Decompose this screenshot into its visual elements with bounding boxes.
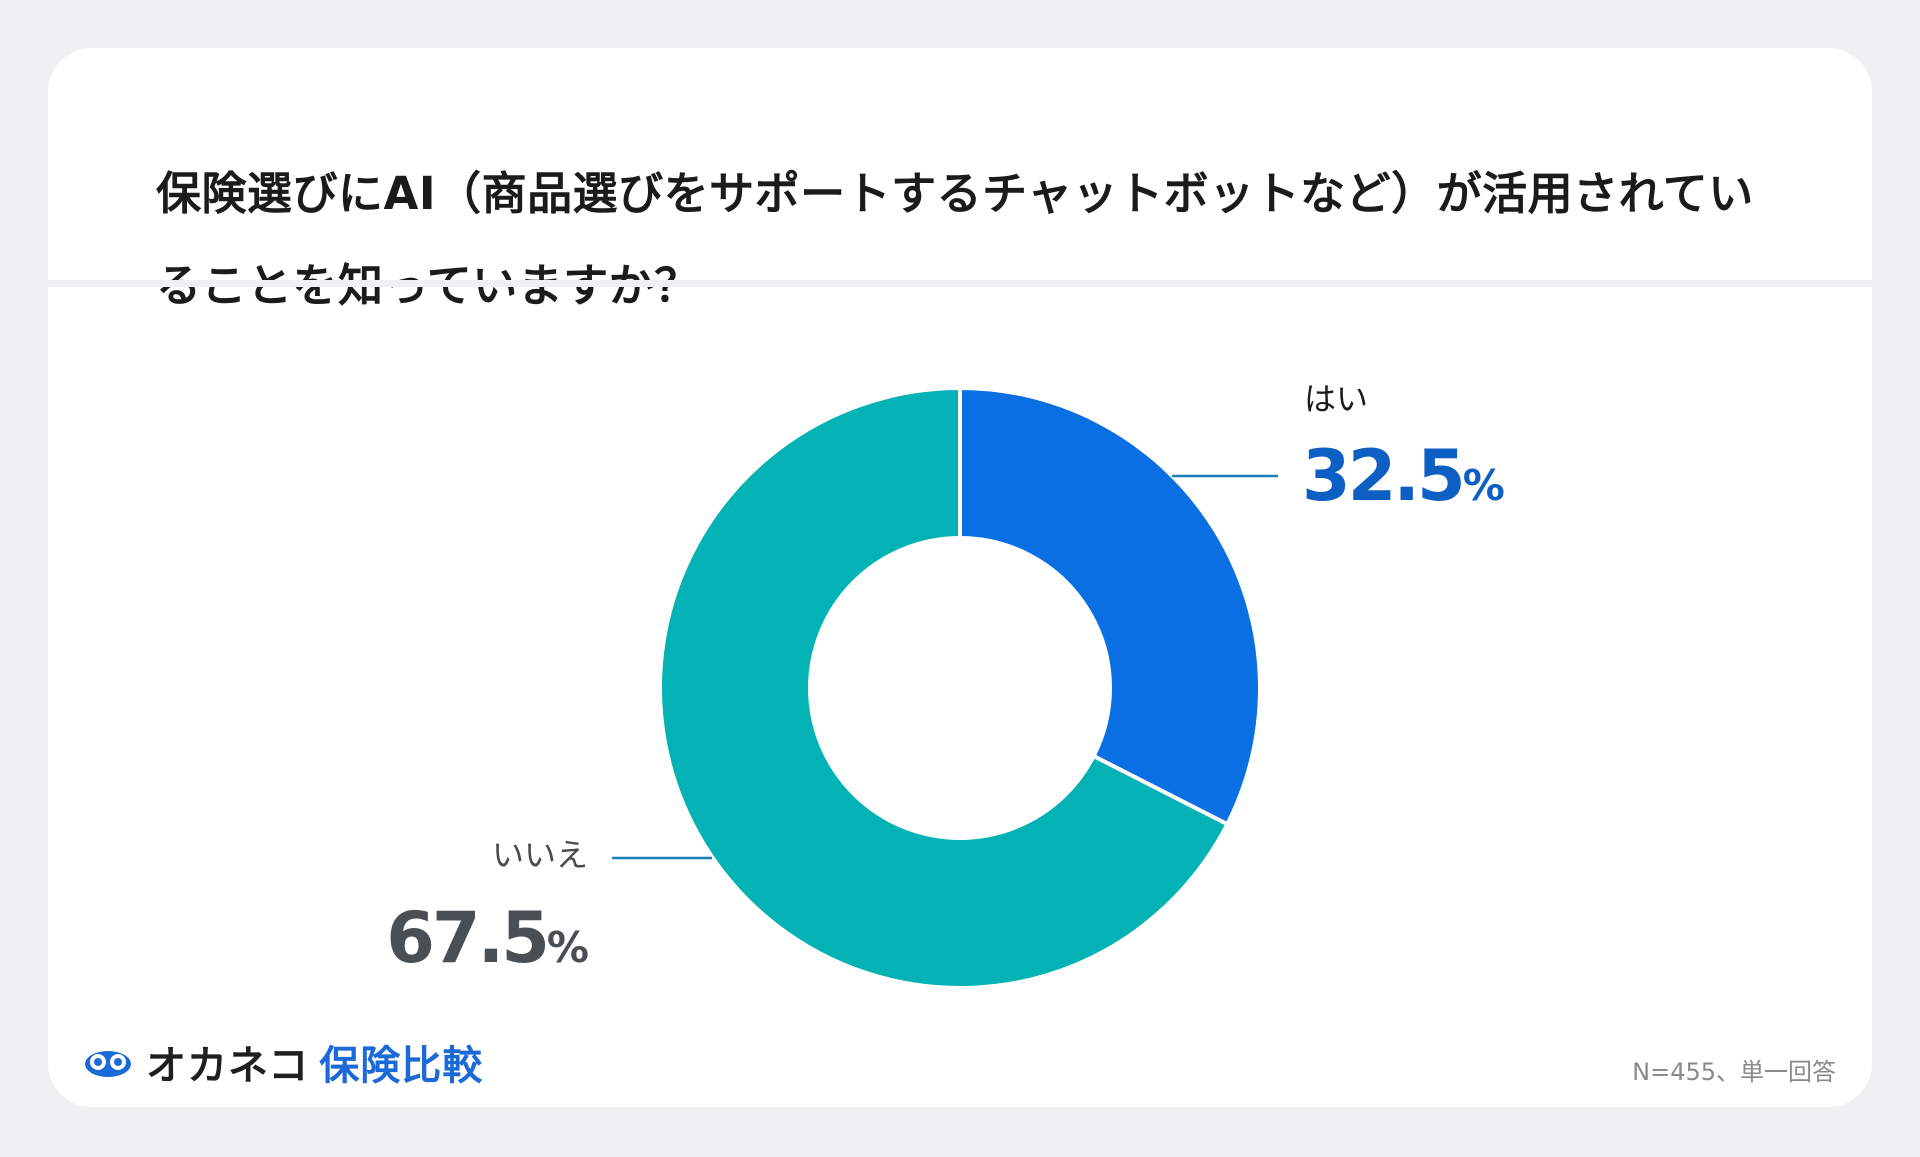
- sample-note: N=455、単一回答: [1632, 1058, 1836, 1086]
- slice-value-yes: 32.5%: [1302, 435, 1504, 517]
- donut-chart: はい 32.5% いいえ 67.5%: [386, 380, 1507, 990]
- brand-logo: オカネコ 保険比較: [84, 1033, 483, 1091]
- brand-subtitle: 保険比較: [319, 1043, 484, 1089]
- brand-name: オカネコ: [146, 1043, 310, 1089]
- okaneko-logo-icon: [85, 1051, 131, 1077]
- slice-yes: [958, 385, 1262, 827]
- chart-card: 保険選びにAI（商品選びをサポートするチャットボットなど）が活用されていることを…: [48, 48, 1872, 1107]
- slice-label-yes: はい: [1304, 380, 1368, 418]
- title-divider: [48, 280, 1872, 287]
- slice-no: [657, 385, 1230, 990]
- slice-label-no: いいえ: [492, 836, 588, 874]
- slice-value-no: 67.5%: [386, 897, 588, 979]
